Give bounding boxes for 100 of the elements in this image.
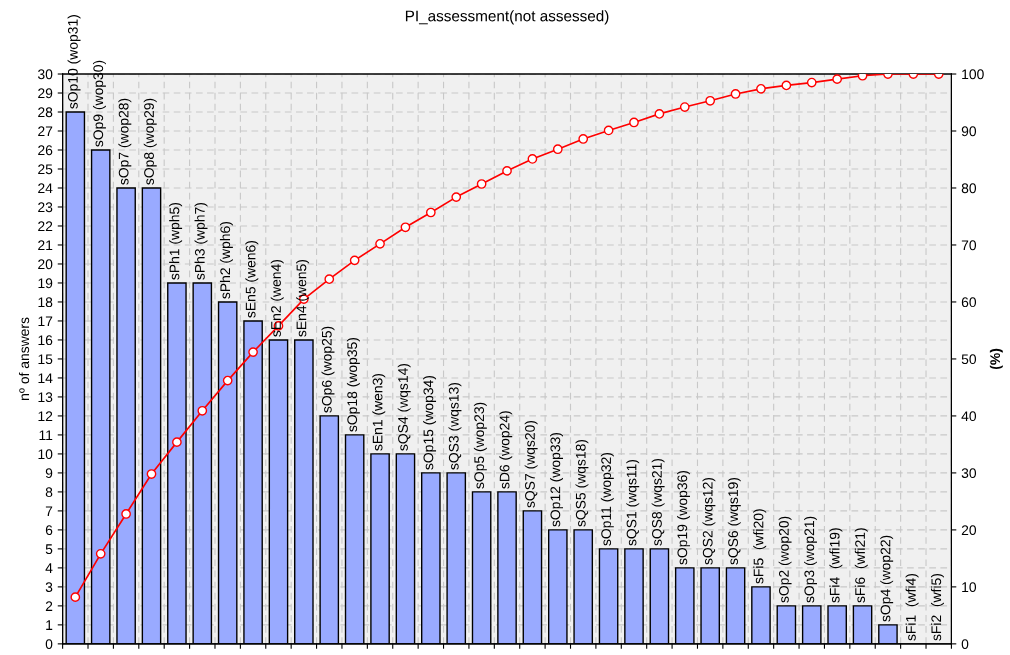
point — [375, 238, 385, 249]
y-tick-label: 24 — [38, 183, 53, 194]
x-tick-label: sQS6 (wqs19) — [727, 477, 741, 565]
y-tick-label: 10 — [38, 449, 53, 460]
y-tick-label: 22 — [38, 221, 53, 232]
point — [730, 89, 741, 99]
point — [552, 144, 563, 155]
point — [70, 592, 81, 602]
point — [629, 117, 639, 128]
point — [400, 222, 411, 233]
x-tick-label: sQS8 (wqs21) — [651, 458, 665, 546]
point — [121, 509, 131, 519]
y-tick-label: 3 — [45, 582, 53, 593]
y-tick-label: 19 — [38, 278, 53, 289]
y-tick-label: 28 — [38, 107, 53, 118]
x-tick-label: sOp9 (wop30) — [92, 60, 106, 147]
x-tick-label: sOp12 (wop33) — [550, 432, 564, 527]
x-tick-label: sQS7 (wqs20) — [524, 420, 538, 508]
x-tick-label: sOp3 (wop21) — [804, 516, 817, 603]
point — [705, 95, 716, 106]
x-tick-label: sQS2 (wqs12) — [702, 477, 716, 565]
x-tick-label: sPh2 (wph6) — [219, 222, 233, 299]
y-axis-title: nº of answers — [18, 317, 30, 400]
y-tick-label: 15 — [38, 354, 53, 365]
x-tick-label: sOp2 (wop20) — [778, 516, 792, 603]
point — [603, 125, 614, 136]
x-tick-label: sFi1 (wfi4) — [905, 573, 919, 641]
point — [324, 274, 335, 285]
y-tick-label: 7 — [45, 506, 53, 516]
point — [756, 83, 766, 94]
x-tick-label: sD6 (wop24) — [499, 411, 513, 489]
point — [502, 166, 512, 176]
point — [425, 207, 436, 218]
point — [832, 74, 843, 85]
y2-tick-label: 0 — [961, 639, 969, 650]
point — [172, 437, 182, 447]
y-tick-label: 1 — [46, 620, 53, 630]
y-tick-label: 4 — [45, 563, 53, 573]
x-tick-label: sQS1 (wqs11) — [626, 459, 640, 546]
x-tick-label: sFi6 (wfi21) — [854, 528, 868, 603]
y-tick-label: 23 — [38, 202, 53, 213]
x-tick-label: sEn2 (wen4) — [270, 259, 284, 337]
y-tick-label: 6 — [45, 525, 53, 536]
x-tick-label: sOp6 (wop25) — [321, 326, 335, 413]
y-tick-label: 0 — [45, 639, 53, 650]
y-tick-label: 18 — [38, 297, 53, 308]
x-tick-label: sPh1 (wph5) — [169, 203, 183, 280]
point — [527, 154, 538, 164]
x-tick-label: sEn1 (wen3) — [372, 373, 386, 451]
x-tick-label: sPh3 (wph7) — [194, 203, 208, 280]
y2-tick-label: 30 — [961, 468, 977, 479]
y-tick-label: 29 — [38, 88, 53, 99]
point — [146, 469, 157, 479]
y-tick-label: 25 — [38, 164, 53, 175]
x-tick-label: sFi5 (wfi20) — [753, 509, 767, 584]
point — [578, 134, 589, 144]
y-tick-label: 30 — [37, 69, 53, 80]
y2-tick-label: 70 — [961, 240, 977, 251]
y2-tick-label: 90 — [961, 126, 977, 137]
y-tick-label: 14 — [38, 373, 53, 383]
y-tick-label: 26 — [38, 145, 53, 156]
point — [451, 192, 462, 202]
y-tick-label: 11 — [39, 430, 53, 440]
x-tick-label: sQS3 (wqs13) — [448, 382, 462, 470]
x-tick-label: sFi2 (wfi5) — [930, 573, 944, 641]
y-tick-label: 17 — [38, 316, 53, 326]
x-tick-label: sQS5 (wqs18) — [575, 439, 589, 527]
point — [654, 109, 665, 119]
y-tick-label: 20 — [38, 259, 53, 270]
y-tick-label: 8 — [45, 487, 53, 498]
y-tick-label: 12 — [38, 411, 53, 421]
chart-title: PI_assessment(not assessed) — [405, 10, 609, 25]
x-tick-label: sEn5 (wen6) — [245, 240, 259, 318]
x-tick-label: sOp5 (wop23) — [473, 402, 487, 489]
x-tick-label: sQS4 (wqs14) — [397, 363, 411, 451]
x-tick-label: sOp18 (wop35) — [346, 337, 360, 432]
y2-tick-label: 20 — [961, 525, 977, 536]
point — [197, 405, 208, 416]
x-tick-label: sOp4 (wop22) — [880, 535, 894, 622]
point — [476, 179, 487, 189]
y2-tick-label: 40 — [961, 411, 977, 422]
x-tick-label: sOp10 (wop31) — [67, 15, 81, 109]
y-tick-label: 2 — [45, 601, 53, 611]
y2-axis-title: (%) — [989, 348, 1003, 370]
y-tick-label: 9 — [45, 468, 53, 479]
y2-tick-label: 50 — [961, 354, 977, 365]
x-tick-label: sOp7 (wop28) — [118, 98, 132, 185]
y-tick-label: 21 — [38, 240, 53, 250]
y2-tick-label: 100 — [962, 69, 984, 80]
point — [781, 80, 792, 91]
point — [806, 77, 817, 88]
x-tick-label: sOp8 (wop29) — [143, 98, 157, 185]
y2-tick-label: 80 — [961, 183, 977, 194]
point — [248, 347, 258, 357]
x-tick-label: sFi4 (wfi19) — [829, 528, 843, 603]
y2-tick-label: 60 — [961, 297, 977, 308]
point — [95, 548, 106, 559]
y-tick-label: 16 — [38, 335, 53, 346]
point — [349, 255, 360, 266]
x-tick-label: sOp11 (wop32) — [600, 452, 614, 546]
